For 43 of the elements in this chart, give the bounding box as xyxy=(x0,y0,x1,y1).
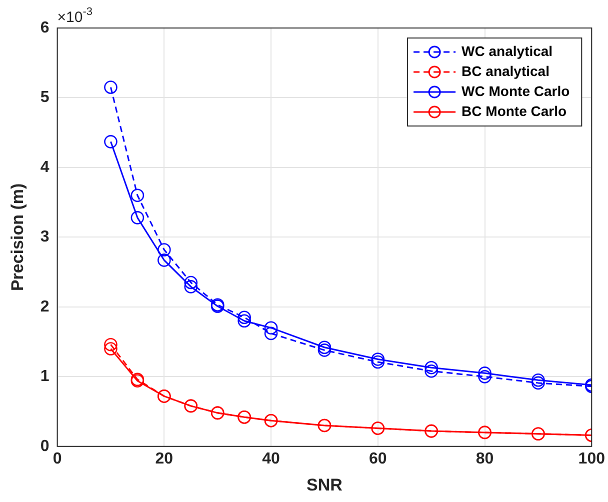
legend-label: BC Monte Carlo xyxy=(462,102,567,119)
y-tick-label: 2 xyxy=(40,298,50,316)
point xyxy=(184,276,198,290)
point xyxy=(158,243,171,256)
point xyxy=(318,344,332,357)
y-tick-label: 1 xyxy=(40,368,50,386)
point xyxy=(104,80,118,94)
y-tick-label: 4 xyxy=(40,158,50,176)
x-axis-title: SNR xyxy=(306,475,342,494)
point xyxy=(264,326,278,340)
x-tick-label: 80 xyxy=(476,450,494,468)
point xyxy=(238,314,251,328)
point xyxy=(130,211,144,224)
point xyxy=(104,338,118,352)
y-tick-label: 6 xyxy=(40,19,50,36)
y-tick-label: 0 xyxy=(40,438,50,455)
point xyxy=(184,280,198,294)
point xyxy=(532,374,545,387)
x-tick-label: 60 xyxy=(369,450,387,468)
point xyxy=(478,370,492,384)
point xyxy=(264,321,278,335)
x-tick-label: 20 xyxy=(155,450,174,468)
point xyxy=(371,352,385,366)
point xyxy=(104,342,118,356)
point xyxy=(478,366,492,380)
point xyxy=(130,188,144,202)
point xyxy=(238,310,251,324)
point xyxy=(532,376,545,390)
x-tick-label: 0 xyxy=(52,450,62,468)
y-tick-label: 5 xyxy=(40,89,50,106)
point xyxy=(158,254,171,267)
y-tick-label: 3 xyxy=(40,228,50,246)
legend-label: WC Monte Carlo xyxy=(462,82,570,99)
point xyxy=(318,340,332,354)
point xyxy=(424,360,438,374)
x-tick-label: 100 xyxy=(578,450,606,468)
legend-label: BC analytical xyxy=(462,62,550,79)
point xyxy=(104,135,118,148)
y-axis-title: Precision (m) xyxy=(8,183,27,292)
point xyxy=(371,355,385,369)
legend-label: WC analytical xyxy=(462,42,553,59)
point xyxy=(424,364,438,378)
x-tick-label: 40 xyxy=(262,450,280,468)
